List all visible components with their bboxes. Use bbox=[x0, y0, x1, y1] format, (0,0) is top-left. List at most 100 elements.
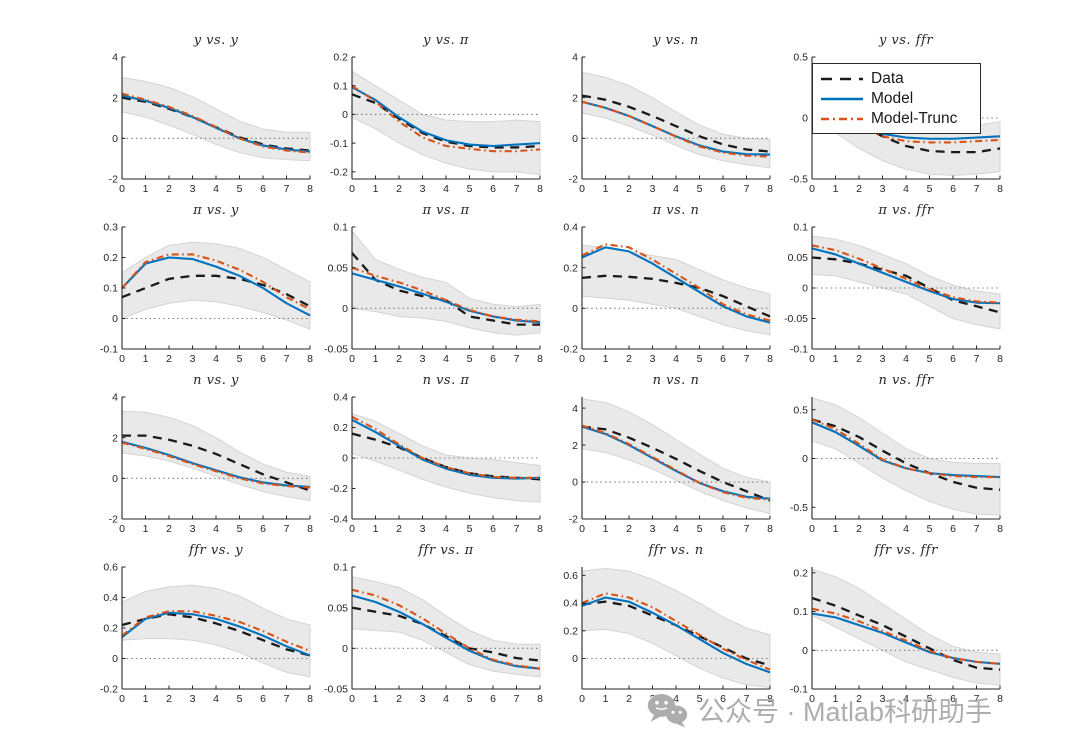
svg-text:8: 8 bbox=[767, 183, 773, 195]
svg-text:6: 6 bbox=[950, 523, 956, 535]
svg-text:1: 1 bbox=[833, 183, 839, 195]
svg-text:0.1: 0.1 bbox=[333, 222, 348, 234]
svg-text:4: 4 bbox=[572, 52, 578, 64]
svg-text:8: 8 bbox=[307, 353, 313, 365]
subplot-title: y vs. y bbox=[193, 33, 239, 48]
svg-text:4: 4 bbox=[673, 523, 679, 535]
svg-text:-0.05: -0.05 bbox=[324, 684, 348, 696]
svg-text:0: 0 bbox=[802, 283, 808, 295]
svg-text:3: 3 bbox=[880, 523, 886, 535]
svg-text:5: 5 bbox=[697, 353, 703, 365]
svg-text:7: 7 bbox=[284, 523, 290, 535]
svg-text:1: 1 bbox=[143, 183, 149, 195]
svg-text:0.1: 0.1 bbox=[103, 283, 118, 295]
svg-text:6: 6 bbox=[260, 523, 266, 535]
svg-text:3: 3 bbox=[650, 353, 656, 365]
svg-text:8: 8 bbox=[537, 523, 543, 535]
legend-item-model: Model bbox=[820, 89, 974, 109]
svg-text:4: 4 bbox=[112, 392, 118, 404]
subplot-pi-vs-pi: π vs. π 0 1 2 3 4 5 6 7 8 -0.05 0 0.05 0.1 bbox=[314, 197, 544, 367]
svg-text:6: 6 bbox=[260, 693, 266, 705]
plot-canvas-y-vs-pi: 0 1 2 3 4 5 6 7 8 -0.2 -0.1 0 0.1 0.2 bbox=[330, 52, 543, 195]
svg-text:1: 1 bbox=[143, 693, 149, 705]
svg-text:0: 0 bbox=[112, 313, 118, 325]
svg-text:7: 7 bbox=[514, 523, 520, 535]
wechat-icon bbox=[647, 693, 688, 727]
subplot-n-vs-pi: n vs. π 0 1 2 3 4 5 6 7 8 -0.4 -0.2 0 0.2 0.4 bbox=[314, 367, 544, 537]
svg-text:6: 6 bbox=[490, 523, 496, 535]
svg-text:0: 0 bbox=[349, 353, 355, 365]
svg-text:4: 4 bbox=[443, 523, 449, 535]
svg-text:8: 8 bbox=[307, 693, 313, 705]
svg-text:3: 3 bbox=[880, 693, 886, 705]
svg-text:5: 5 bbox=[927, 183, 933, 195]
plot-canvas-ffr-vs-ffr: 0 1 2 3 4 5 6 7 8-0.100.10.2 bbox=[790, 567, 1003, 705]
svg-text:0.2: 0.2 bbox=[103, 623, 118, 635]
svg-text:0.5: 0.5 bbox=[793, 52, 808, 64]
legend-label-data: Data bbox=[871, 70, 904, 87]
subplot-title: n vs. y bbox=[193, 373, 239, 388]
svg-text:2: 2 bbox=[856, 523, 862, 535]
svg-text:7: 7 bbox=[974, 693, 980, 705]
svg-text:0: 0 bbox=[119, 183, 125, 195]
svg-text:-0.05: -0.05 bbox=[784, 313, 808, 325]
svg-text:1: 1 bbox=[603, 523, 609, 535]
svg-text:4: 4 bbox=[213, 183, 219, 195]
svg-text:1: 1 bbox=[603, 353, 609, 365]
svg-text:5: 5 bbox=[237, 693, 243, 705]
svg-text:7: 7 bbox=[744, 523, 750, 535]
svg-text:7: 7 bbox=[974, 353, 980, 365]
svg-text:2: 2 bbox=[166, 523, 172, 535]
svg-text:0: 0 bbox=[342, 109, 348, 121]
svg-text:0.4: 0.4 bbox=[563, 598, 578, 610]
svg-text:-2: -2 bbox=[569, 514, 578, 526]
svg-text:-2: -2 bbox=[109, 514, 118, 526]
legend-item-data: Data bbox=[820, 69, 974, 89]
svg-text:2: 2 bbox=[626, 183, 632, 195]
svg-text:4: 4 bbox=[572, 403, 578, 415]
svg-text:6: 6 bbox=[490, 693, 496, 705]
svg-text:2: 2 bbox=[166, 693, 172, 705]
svg-text:1: 1 bbox=[373, 693, 379, 705]
svg-text:2: 2 bbox=[856, 183, 862, 195]
svg-text:0: 0 bbox=[342, 303, 348, 315]
legend-label-model: Model bbox=[871, 90, 914, 107]
svg-text:-0.2: -0.2 bbox=[100, 684, 118, 696]
subplot-title: n vs. π bbox=[422, 373, 470, 388]
svg-text:0: 0 bbox=[119, 523, 125, 535]
watermark: 公众号 · Matlab科研助手 bbox=[646, 690, 992, 729]
subplot-title: π vs. π bbox=[422, 203, 470, 218]
svg-text:0.05: 0.05 bbox=[328, 602, 349, 614]
svg-text:0.2: 0.2 bbox=[563, 625, 578, 637]
subplot-title: y vs. ffr bbox=[878, 33, 934, 48]
plot-canvas-pi-vs-n: 0 1 2 3 4 5 6 7 8-0.200.20.4 bbox=[560, 222, 773, 365]
svg-text:0.4: 0.4 bbox=[563, 222, 578, 234]
subplot-title: y vs. n bbox=[653, 33, 699, 48]
svg-text:2: 2 bbox=[112, 432, 118, 444]
svg-text:7: 7 bbox=[974, 183, 980, 195]
svg-text:0: 0 bbox=[579, 523, 585, 535]
svg-text:4: 4 bbox=[673, 353, 679, 365]
svg-text:2: 2 bbox=[572, 92, 578, 104]
svg-text:1: 1 bbox=[373, 523, 379, 535]
svg-text:0: 0 bbox=[349, 693, 355, 705]
svg-text:5: 5 bbox=[467, 693, 473, 705]
svg-text:3: 3 bbox=[420, 523, 426, 535]
svg-text:-2: -2 bbox=[569, 174, 578, 186]
svg-text:6: 6 bbox=[950, 183, 956, 195]
svg-text:5: 5 bbox=[927, 353, 933, 365]
subplot-title: ffr vs. π bbox=[418, 543, 474, 558]
svg-text:0: 0 bbox=[342, 453, 348, 465]
svg-text:7: 7 bbox=[514, 353, 520, 365]
svg-text:6: 6 bbox=[490, 183, 496, 195]
svg-text:5: 5 bbox=[467, 183, 473, 195]
svg-text:0: 0 bbox=[802, 113, 808, 125]
svg-text:7: 7 bbox=[744, 693, 750, 705]
svg-text:0: 0 bbox=[809, 523, 815, 535]
svg-text:4: 4 bbox=[903, 183, 909, 195]
subplot-y-vs-y: y vs. y 0 1 2 3 4 5 6 7 8 -2 0 2 4 bbox=[84, 27, 314, 197]
svg-text:0: 0 bbox=[809, 353, 815, 365]
subplot-y-vs-n: y vs. n 0 1 2 3 4 5 6 7 8 -2 0 2 4 bbox=[544, 27, 774, 197]
